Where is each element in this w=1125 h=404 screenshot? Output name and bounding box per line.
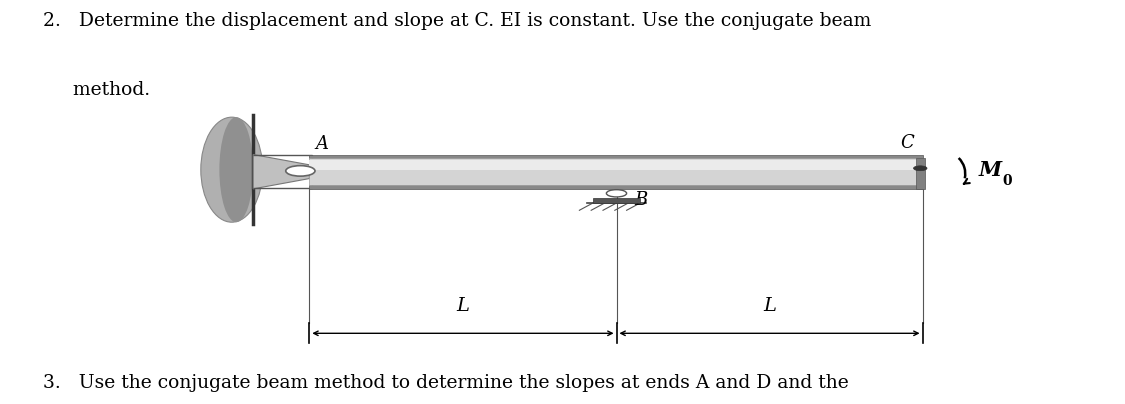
FancyBboxPatch shape xyxy=(309,185,922,189)
FancyBboxPatch shape xyxy=(309,160,922,170)
Text: B: B xyxy=(634,191,648,209)
Circle shape xyxy=(914,166,927,171)
FancyBboxPatch shape xyxy=(309,158,922,185)
Ellipse shape xyxy=(201,117,263,222)
Text: M: M xyxy=(979,160,1002,180)
Text: A: A xyxy=(315,135,328,153)
Circle shape xyxy=(606,190,627,197)
FancyBboxPatch shape xyxy=(309,155,922,158)
Text: method.: method. xyxy=(43,81,150,99)
Text: L: L xyxy=(457,297,469,315)
FancyBboxPatch shape xyxy=(916,158,925,189)
Text: 2.   Determine the displacement and slope at C. EI is constant. Use the conjugat: 2. Determine the displacement and slope … xyxy=(43,12,871,30)
Text: 0: 0 xyxy=(1002,174,1012,188)
Ellipse shape xyxy=(219,117,253,222)
Text: C: C xyxy=(900,134,914,152)
Circle shape xyxy=(286,166,315,176)
Polygon shape xyxy=(253,155,309,189)
Text: 3.   Use the conjugate beam method to determine the slopes at ends A and D and t: 3. Use the conjugate beam method to dete… xyxy=(43,374,848,392)
Text: L: L xyxy=(763,297,776,315)
FancyBboxPatch shape xyxy=(593,198,640,203)
